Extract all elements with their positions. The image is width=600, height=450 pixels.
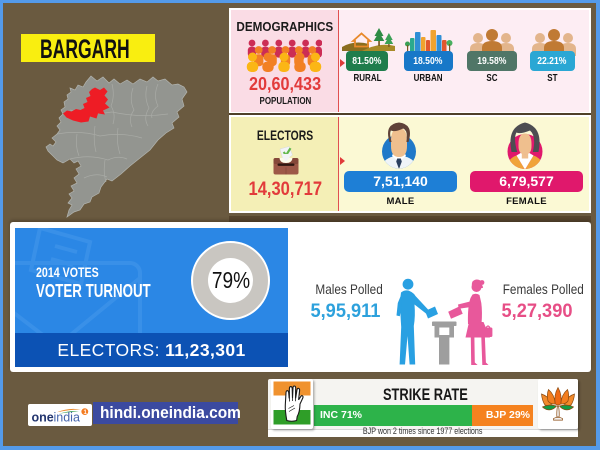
svg-text:1: 1 bbox=[84, 410, 88, 416]
svg-text:one: one bbox=[32, 411, 54, 425]
svg-text:india: india bbox=[54, 411, 80, 425]
